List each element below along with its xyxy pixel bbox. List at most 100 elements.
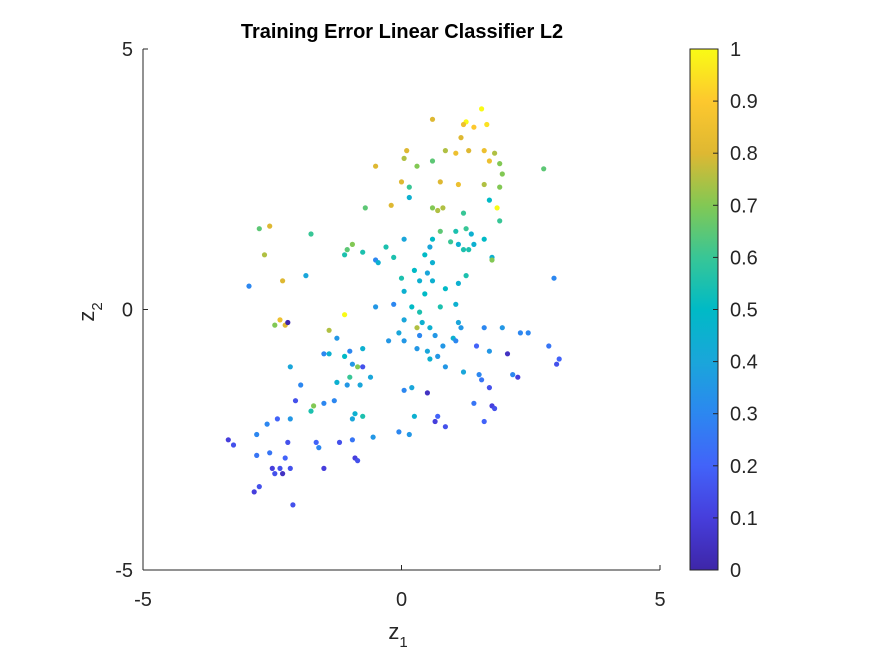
scatter-point	[355, 364, 361, 370]
scatter-point	[442, 148, 448, 154]
scatter-point	[437, 179, 443, 185]
scatter-point	[463, 226, 469, 232]
y-axis-label-sub: 2	[89, 302, 106, 310]
scatter-point	[396, 429, 402, 435]
scatter-point	[401, 288, 407, 294]
scatter-point	[494, 205, 500, 211]
y-tick-label: -5	[115, 560, 133, 582]
scatter-point	[525, 330, 531, 336]
scatter-point	[455, 241, 461, 247]
scatter-point	[342, 353, 348, 359]
scatter-point	[419, 319, 425, 326]
scatter-point	[551, 275, 557, 281]
scatter-point	[277, 465, 283, 471]
scatter-point	[424, 348, 430, 354]
scatter-point	[370, 434, 376, 440]
scatter-point	[453, 338, 459, 344]
x-tick-label: 5	[654, 589, 665, 611]
scatter-point	[292, 398, 299, 404]
scatter-point	[486, 385, 492, 391]
y-tick-label: 0	[122, 300, 133, 322]
scatter-point	[391, 254, 397, 260]
x-axis-label-base: z	[388, 619, 399, 644]
scatter-point	[510, 372, 516, 378]
scatter-point	[254, 431, 260, 438]
scatter-point	[453, 150, 459, 156]
scatter-point	[342, 252, 348, 258]
scatter-point	[391, 301, 397, 307]
scatter-point	[442, 286, 448, 292]
scatter-point	[499, 171, 505, 177]
scatter-point	[460, 247, 467, 253]
scatter-point	[404, 148, 410, 154]
scatter-point	[272, 471, 278, 477]
scatter-point	[424, 270, 430, 276]
scatter-point	[504, 351, 511, 357]
scatter-point	[342, 312, 348, 318]
scatter-point	[256, 484, 262, 490]
scatter-point	[398, 275, 405, 281]
plot-area: -5 0 5 -5 0 5	[115, 39, 665, 611]
scatter-point	[432, 332, 438, 339]
scatter-point	[334, 379, 340, 385]
scatter-point	[321, 465, 327, 471]
scatter-point	[486, 197, 492, 203]
scatter-point	[282, 455, 288, 461]
colorbar-tick-label: 0	[730, 560, 741, 582]
scatter-point	[360, 413, 366, 419]
scatter-point	[556, 356, 562, 362]
colorbar-tick-label: 0.1	[730, 508, 758, 530]
scatter-point	[414, 163, 420, 169]
points-layer	[225, 106, 562, 508]
scatter-point	[274, 416, 280, 422]
scatter-point	[411, 267, 417, 273]
scatter-point	[546, 343, 552, 349]
scatter-point	[362, 205, 368, 211]
scatter-point	[303, 273, 309, 279]
scatter-point	[251, 489, 257, 495]
scatter-point	[481, 148, 487, 154]
y-ticks: -5 0 5	[115, 39, 148, 582]
scatter-point	[326, 327, 332, 333]
scatter-point	[311, 403, 317, 409]
scatter-point	[290, 502, 296, 508]
scatter-point	[479, 106, 485, 112]
scatter-point	[429, 116, 436, 122]
scatter-point	[414, 325, 420, 331]
scatter-point	[429, 260, 436, 266]
scatter-point	[355, 458, 361, 464]
scatter-point	[458, 325, 464, 331]
scatter-point	[427, 244, 433, 250]
scatter-point	[334, 335, 340, 341]
scatter-point	[344, 247, 350, 253]
scatter-point	[471, 241, 477, 247]
scatter-point	[401, 155, 407, 161]
scatter-point	[267, 450, 273, 456]
scatter-point	[331, 398, 337, 404]
scatter-point	[367, 374, 374, 380]
scatter-point	[272, 322, 278, 328]
scatter-point	[285, 439, 291, 445]
scatter-point	[409, 304, 415, 310]
colorbar-tick-label: 0.3	[730, 404, 758, 426]
scatter-point	[360, 249, 366, 255]
scatter-point	[471, 400, 477, 406]
scatter-point	[476, 372, 482, 378]
scatter-point	[429, 205, 436, 211]
scatter-point	[435, 353, 441, 359]
scatter-point	[406, 431, 412, 438]
scatter-point	[280, 471, 286, 477]
scatter-point	[313, 439, 319, 445]
scatter-point	[448, 239, 454, 245]
scatter-point	[349, 361, 355, 367]
scatter-point	[349, 241, 355, 247]
scatter-point	[432, 418, 438, 425]
colorbar-tick-label: 1	[730, 39, 741, 61]
scatter-point	[225, 437, 231, 443]
scatter-point	[360, 346, 366, 352]
scatter-point	[437, 304, 443, 310]
scatter-point	[435, 413, 441, 419]
scatter-point	[458, 135, 464, 141]
chart-title: Training Error Linear Classifier L2	[241, 21, 563, 43]
